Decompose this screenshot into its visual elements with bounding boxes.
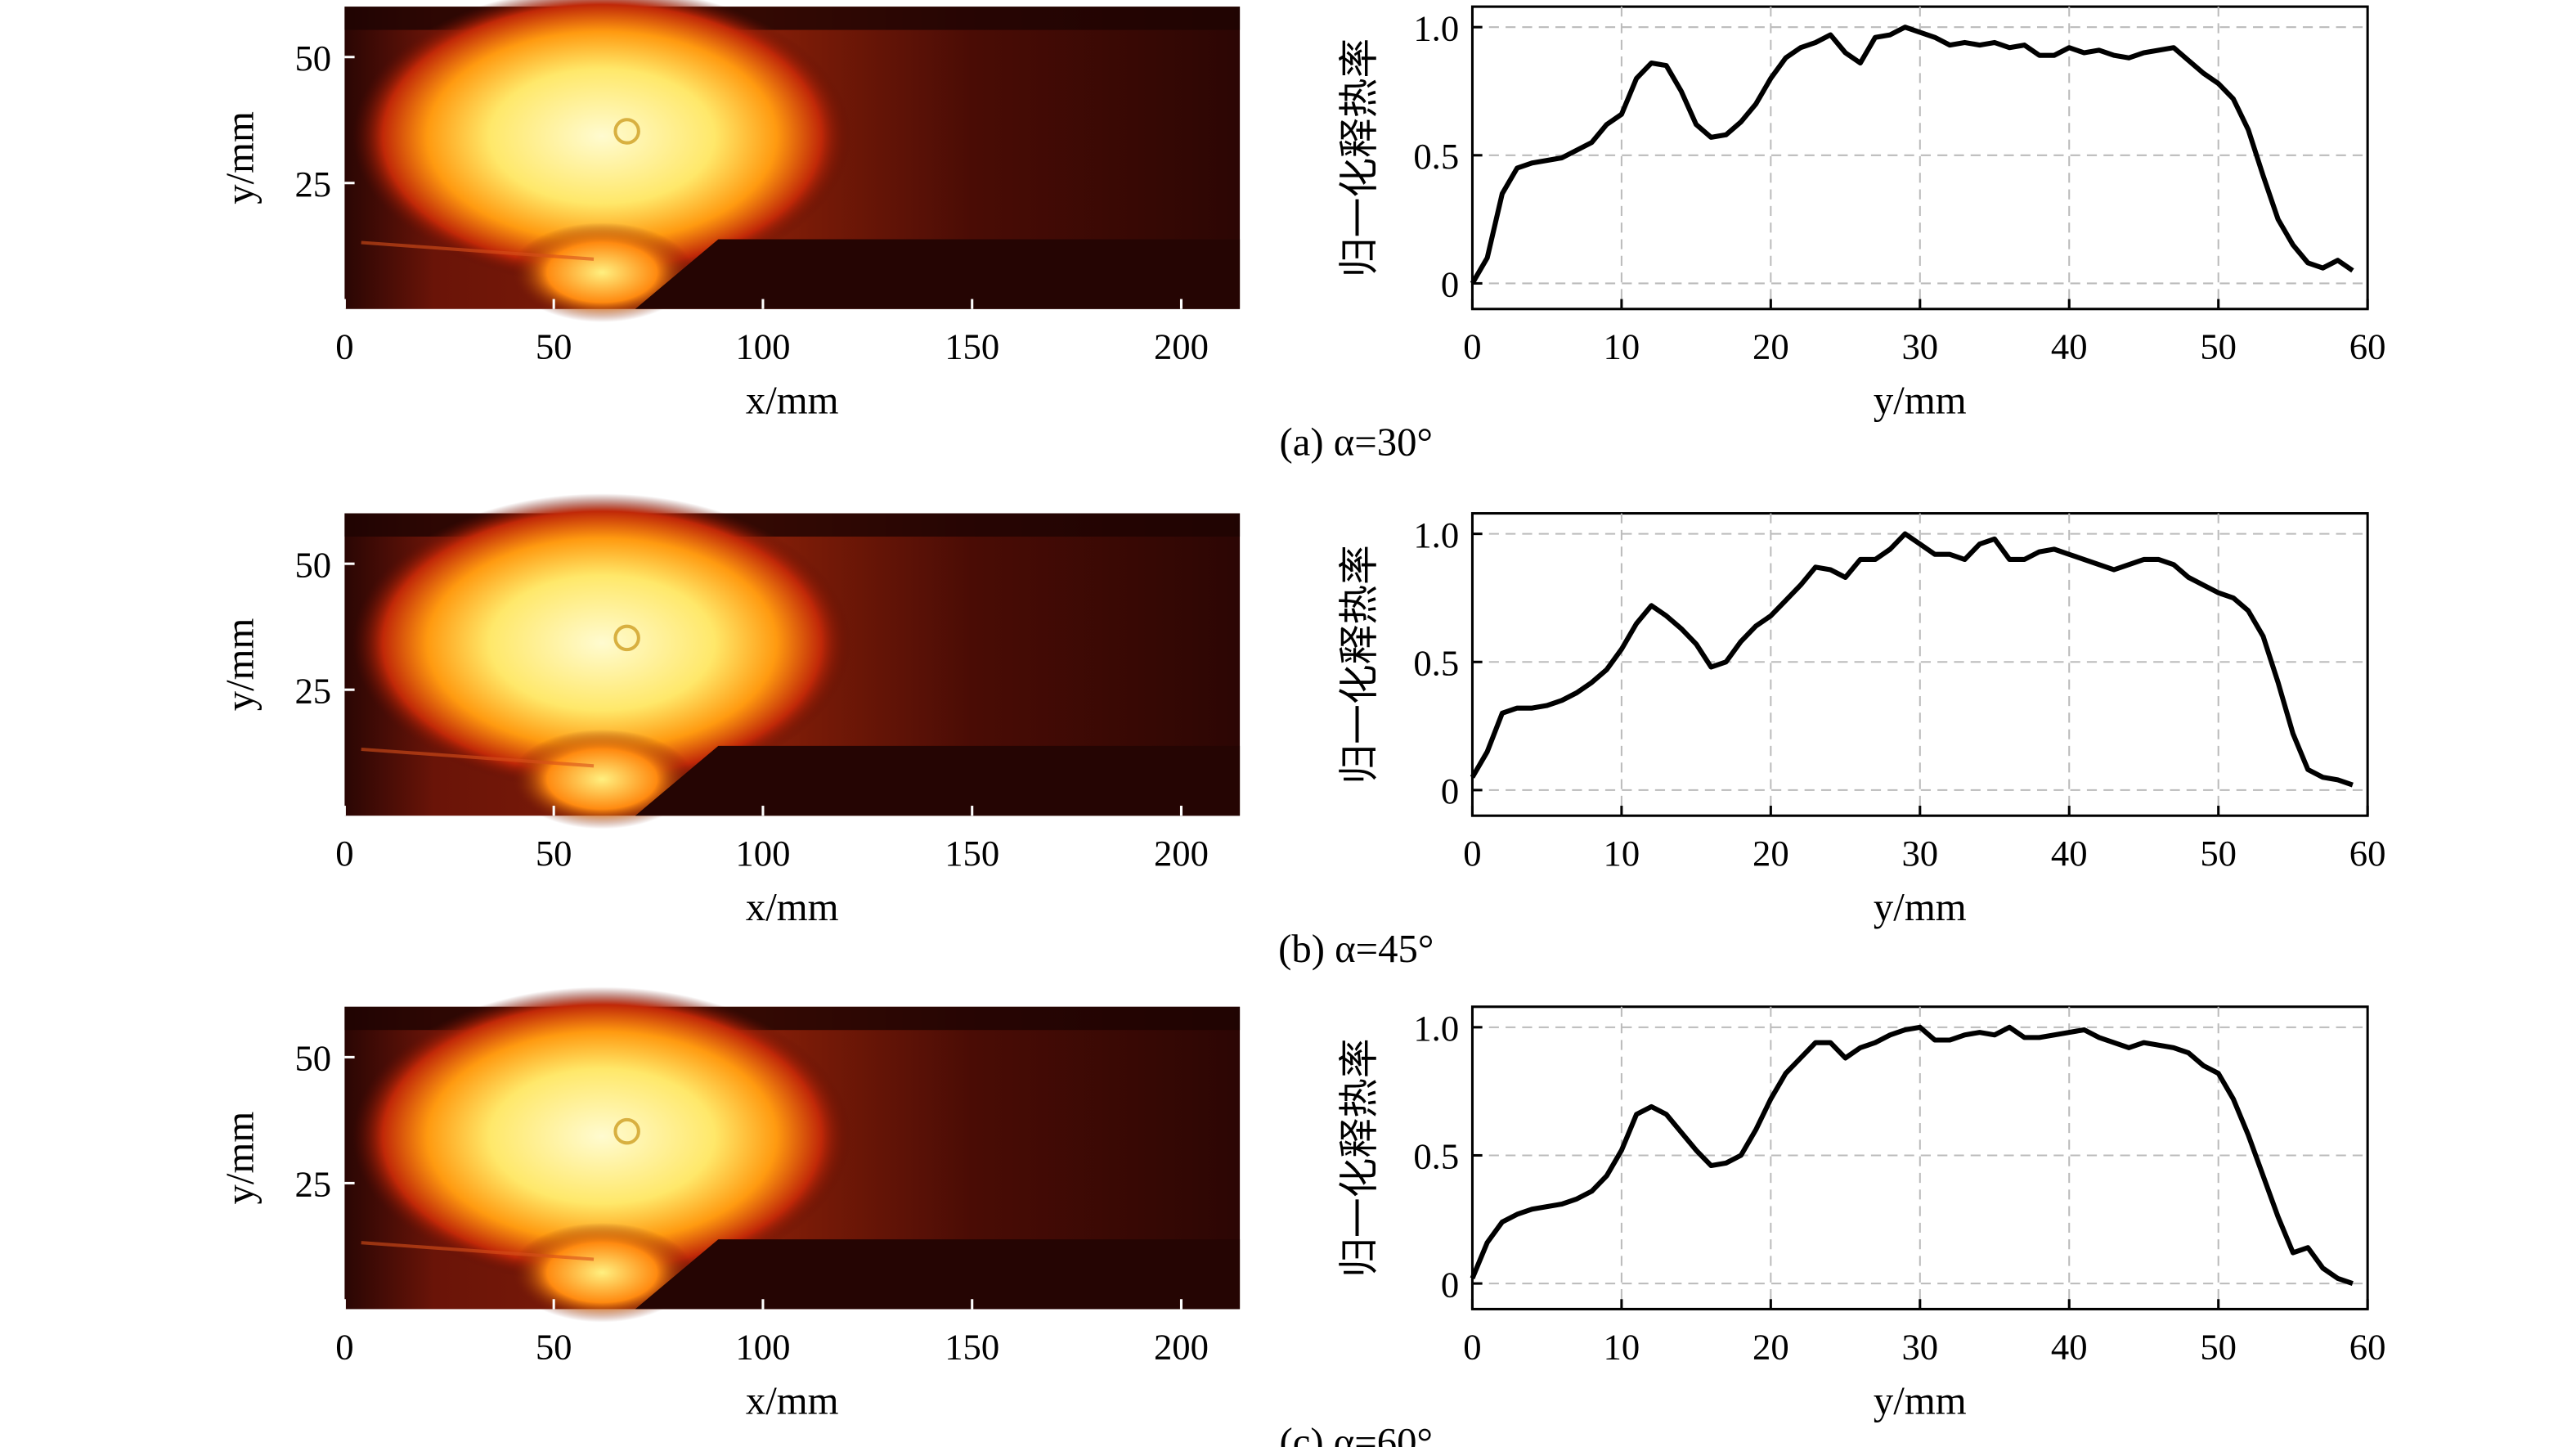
caption: (c) α=60° — [1280, 1420, 1434, 1447]
x-tick-label: 0 — [1463, 326, 1481, 367]
x-tick-label: 60 — [2349, 1326, 2386, 1367]
heatmap — [344, 493, 1241, 829]
x-tick-label: 50 — [536, 326, 572, 367]
x-tick-label: 50 — [536, 833, 572, 874]
caption: (a) α=30° — [1280, 420, 1434, 464]
caption: (b) α=45° — [1278, 927, 1434, 971]
y-tick-label: 25 — [294, 670, 331, 711]
x-tick-label: 30 — [1901, 326, 1938, 367]
flame-lower — [510, 222, 693, 323]
wall-edge — [361, 1241, 595, 1261]
x-tick-label: 200 — [1154, 833, 1209, 874]
heatmap — [344, 986, 1241, 1323]
x-tick-label: 60 — [2349, 326, 2386, 367]
data-line — [1470, 531, 2354, 788]
y-tick-label: 25 — [294, 1164, 331, 1205]
x-tick-label: 30 — [1901, 833, 1938, 874]
x-axis-label: x/mm — [746, 1378, 839, 1422]
x-axis-label: y/mm — [1874, 885, 1967, 929]
wedge-shadow — [635, 239, 1241, 309]
x-tick-label: 0 — [335, 326, 353, 367]
x-tick-label: 50 — [2200, 1326, 2237, 1367]
flame-core — [352, 493, 851, 793]
y-tick-label: 1.0 — [1413, 1008, 1459, 1049]
x-tick-label: 20 — [1752, 326, 1789, 367]
flame-ring — [613, 624, 640, 652]
x-tick-label: 50 — [536, 1326, 572, 1367]
y-tick-label: 0.5 — [1413, 643, 1459, 684]
x-tick-label: 100 — [735, 833, 790, 874]
flame-core — [352, 0, 851, 286]
y-tick-label: 0 — [1441, 264, 1459, 305]
y-tick-label: 50 — [294, 1038, 331, 1079]
x-tick-label: 150 — [945, 833, 999, 874]
x-tick-label: 40 — [2051, 326, 2088, 367]
x-tick-label: 0 — [1463, 1326, 1481, 1367]
x-tick-label: 0 — [1463, 833, 1481, 874]
y-tick-label: 0 — [1441, 1264, 1459, 1305]
flame-lower — [510, 1222, 693, 1323]
y-axis-label: 归一化释热率 — [1338, 38, 1382, 277]
x-tick-label: 40 — [2051, 833, 2088, 874]
heatmap — [344, 0, 1241, 323]
wall-edge — [361, 747, 595, 768]
x-tick-label: 200 — [1154, 1326, 1209, 1367]
x-tick-label: 50 — [2200, 326, 2237, 367]
y-axis-label: 归一化释热率 — [1338, 545, 1382, 784]
x-tick-label: 200 — [1154, 326, 1209, 367]
x-tick-label: 150 — [945, 326, 999, 367]
y-axis-label: y/mm — [218, 1112, 263, 1205]
y-tick-label: 0.5 — [1413, 1136, 1459, 1177]
data-line — [1470, 1024, 2354, 1286]
y-tick-label: 1.0 — [1413, 515, 1459, 555]
x-tick-label: 0 — [335, 1326, 353, 1367]
wedge-shadow — [635, 745, 1241, 816]
y-axis-label: 归一化释热率 — [1338, 1038, 1382, 1277]
x-tick-label: 30 — [1901, 1326, 1938, 1367]
x-axis-label: y/mm — [1874, 1378, 1967, 1422]
y-tick-label: 50 — [294, 544, 331, 585]
flame-ring — [613, 118, 640, 145]
x-tick-label: 60 — [2349, 833, 2386, 874]
x-tick-label: 100 — [735, 326, 790, 367]
y-tick-label: 1.0 — [1413, 7, 1459, 48]
x-tick-label: 10 — [1604, 326, 1640, 367]
x-tick-label: 0 — [335, 833, 353, 874]
y-axis-label: y/mm — [218, 111, 263, 204]
flame-core — [352, 986, 851, 1286]
y-axis-label: y/mm — [218, 618, 263, 711]
y-tick-label: 0.5 — [1413, 136, 1459, 177]
y-tick-label: 25 — [294, 164, 331, 204]
flame-ring — [613, 1117, 640, 1145]
x-tick-label: 20 — [1752, 1326, 1789, 1367]
x-tick-label: 10 — [1604, 1326, 1640, 1367]
x-tick-label: 150 — [945, 1326, 999, 1367]
wedge-shadow — [635, 1239, 1241, 1310]
x-tick-label: 40 — [2051, 1326, 2088, 1367]
x-axis-label: x/mm — [746, 885, 839, 929]
wall-edge — [361, 240, 595, 261]
x-axis-label: y/mm — [1874, 379, 1967, 423]
x-axis-label: x/mm — [746, 379, 839, 423]
y-tick-label: 0 — [1441, 771, 1459, 811]
y-tick-label: 50 — [294, 38, 331, 79]
x-tick-label: 10 — [1604, 833, 1640, 874]
x-tick-label: 50 — [2200, 833, 2237, 874]
data-line — [1470, 25, 2354, 285]
flame-lower — [510, 729, 693, 829]
x-tick-label: 100 — [735, 1326, 790, 1367]
x-tick-label: 20 — [1752, 833, 1789, 874]
